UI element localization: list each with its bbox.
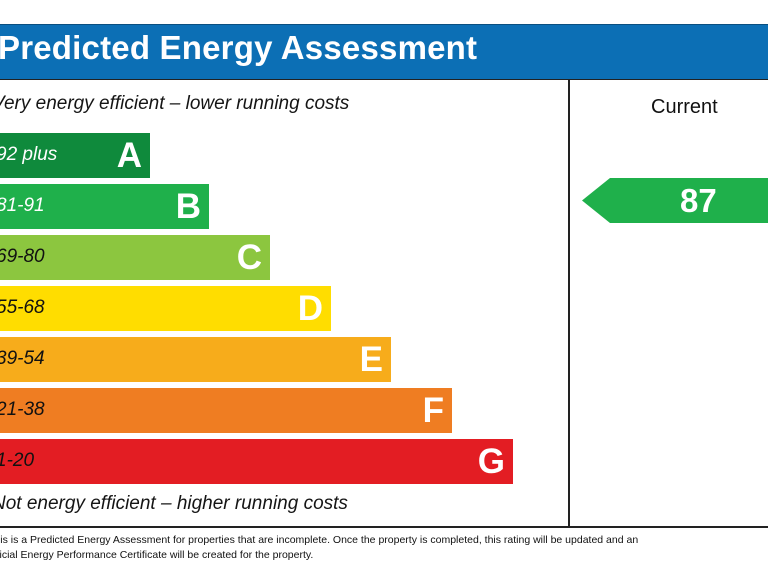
footnote: This is a Predicted Energy Assessment fo… (0, 533, 638, 563)
header-bar: Predicted Energy Assessment (0, 24, 768, 79)
band-letter: D (297, 289, 323, 328)
band-range-label: 1-20 (0, 450, 35, 471)
rating-band-g: 1-20 G (0, 439, 513, 484)
current-rating-arrow: 87 (582, 178, 768, 223)
inefficient-caption: Not energy efficient – higher running co… (0, 493, 348, 514)
band-letter: C (236, 238, 262, 277)
band-letter: B (175, 187, 201, 226)
band-range-label: 92 plus (0, 144, 58, 165)
band-range-label: 55-68 (0, 297, 45, 318)
rating-band-c: 69-80 C (0, 235, 270, 280)
band-range-label: 69-80 (0, 246, 45, 267)
band-letter: G (477, 442, 505, 481)
frame-column-divider (568, 79, 570, 527)
rating-band-b: 81-91 B (0, 184, 209, 229)
footnote-line-1: This is a Predicted Energy Assessment fo… (0, 534, 639, 546)
current-rating-value: 87 (680, 182, 717, 219)
band-range-label: 81-91 (0, 195, 45, 216)
arrow-shape (582, 178, 768, 223)
band-letter: E (359, 340, 383, 379)
frame-bottom-line (0, 526, 768, 528)
efficient-caption: Very energy efficient – lower running co… (0, 93, 350, 114)
band-letter: A (116, 136, 142, 175)
frame-top-line (0, 79, 768, 80)
band-letter: F (422, 391, 444, 430)
rating-band-f: 21-38 F (0, 388, 452, 433)
rating-band-a: 92 plus A (0, 133, 150, 178)
current-column-label: Current (651, 96, 718, 118)
band-range-label: 39-54 (0, 348, 45, 369)
band-range-label: 21-38 (0, 399, 45, 420)
rating-band-d: 55-68 D (0, 286, 331, 331)
page-title: Predicted Energy Assessment (0, 29, 478, 66)
rating-band-e: 39-54 E (0, 337, 391, 382)
footnote-line-2: official Energy Performance Certificate … (0, 549, 314, 561)
